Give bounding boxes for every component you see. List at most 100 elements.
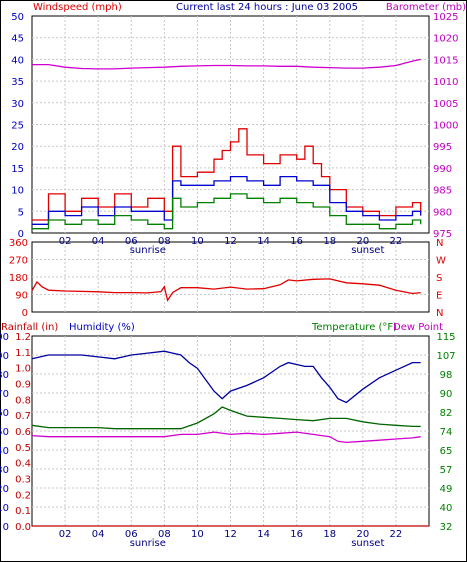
y-tick-label-direction: 0 xyxy=(22,308,28,319)
y-tick-label-direction: 90 xyxy=(15,291,28,302)
x-tick-label: 06 xyxy=(125,529,138,540)
x-tick-label: 14 xyxy=(257,236,270,247)
y-tick-label-humidity: 80 xyxy=(0,370,9,381)
x-tick-label: 12 xyxy=(224,529,237,540)
y-tick-label-humidity: 50 xyxy=(0,427,9,438)
y-tick-label-wind: 5 xyxy=(18,207,24,218)
y-tick-label-humidity: 40 xyxy=(0,446,9,457)
compass-label: E xyxy=(436,291,442,302)
x-tick-label: 18 xyxy=(323,236,336,247)
x-tick-label: 18 xyxy=(323,529,336,540)
y-tick-label-wind: 30 xyxy=(11,99,24,110)
y2-tick-label-barometer: 995 xyxy=(433,142,452,153)
y2-tick-label-temperature: 40 xyxy=(440,503,453,514)
y2-tick-label-barometer: 980 xyxy=(433,207,452,218)
y2-tick-label-barometer: 1000 xyxy=(433,121,458,132)
series-line-temperature-f- xyxy=(31,406,421,430)
y-tick-label-rainfall: 0.6 xyxy=(15,427,31,438)
x-tick-label: 20 xyxy=(356,529,369,540)
x-tick-label: 16 xyxy=(290,529,303,540)
y-tick-label-rainfall: 0.3 xyxy=(15,475,31,486)
compass-label: S xyxy=(436,273,442,284)
compass-label: N xyxy=(436,238,443,249)
x-tick-label: 12 xyxy=(224,236,237,247)
y-tick-label-direction: 180 xyxy=(9,273,28,284)
y2-tick-label-temperature: 115 xyxy=(436,332,455,343)
x-tick-label: 04 xyxy=(92,529,105,540)
y-tick-label-humidity: 20 xyxy=(0,484,9,495)
x-tick-label: 08 xyxy=(158,529,171,540)
y-tick-label-rainfall: 0.2 xyxy=(15,490,31,501)
y-tick-label-wind: 25 xyxy=(11,121,24,132)
temperature-label: Temperature (°F) xyxy=(311,322,397,333)
x-tick-label: 10 xyxy=(191,236,204,247)
x-tick-label: 20 xyxy=(356,236,369,247)
y2-tick-label-barometer: 985 xyxy=(433,186,452,197)
series-line-wind-direction xyxy=(31,278,421,302)
y2-tick-label-temperature: 57 xyxy=(440,465,453,476)
y2-tick-label-barometer: 975 xyxy=(433,229,452,240)
x-tick-label: 16 xyxy=(290,236,303,247)
x-tick-label: 02 xyxy=(59,529,72,540)
x-tick-label: 08 xyxy=(158,236,171,247)
y-tick-label-rainfall: 1.0 xyxy=(15,364,31,375)
y-tick-label-rainfall: 1.2 xyxy=(15,332,31,343)
sunrise-label: sunrise xyxy=(130,245,166,256)
y-tick-label-rainfall: 0.0 xyxy=(15,522,31,533)
y-tick-label-rainfall: 0.4 xyxy=(15,459,31,470)
x-tick-label: 14 xyxy=(257,529,270,540)
y-tick-label-wind: 0 xyxy=(18,229,24,240)
humidity-label: Humidity (%) xyxy=(69,322,135,333)
compass-label: W xyxy=(436,256,446,267)
y-tick-label-humidity: 70 xyxy=(0,389,9,400)
y2-tick-label-barometer: 1020 xyxy=(433,34,458,45)
rainfall-label: Rainfall (in) xyxy=(1,322,58,333)
y-tick-label-humidity: 0 xyxy=(3,522,9,533)
chart-title: Current last 24 hours : June 03 2005 xyxy=(176,2,358,13)
sunset-label: sunset xyxy=(351,538,384,549)
x-tick-label: 02 xyxy=(59,236,72,247)
y-tick-label-rainfall: 0.7 xyxy=(15,411,31,422)
series-line-wind-min xyxy=(32,193,422,230)
y-tick-label-humidity: 10 xyxy=(0,503,9,514)
y2-tick-label-temperature: 107 xyxy=(436,351,455,362)
y-tick-label-direction: 270 xyxy=(9,256,28,267)
x-tick-label: 06 xyxy=(125,236,138,247)
y-tick-label-wind: 20 xyxy=(11,142,24,153)
compass-label: N xyxy=(436,308,443,319)
sunset-label: sunset xyxy=(351,245,384,256)
y2-tick-label-temperature: 32 xyxy=(440,522,453,533)
y2-tick-label-temperature: 90 xyxy=(440,389,453,400)
y2-tick-label-temperature: 74 xyxy=(440,427,453,438)
series-line-windspeed-mph- xyxy=(32,128,422,221)
y-tick-label-humidity: 90 xyxy=(0,351,9,362)
sunrise-label: sunrise xyxy=(130,538,166,549)
series-line-humidity- xyxy=(31,350,421,404)
y-tick-label-rainfall: 0.1 xyxy=(15,506,31,517)
y2-tick-label-temperature: 82 xyxy=(440,408,453,419)
y-tick-label-wind: 45 xyxy=(11,34,24,45)
y2-tick-label-temperature: 98 xyxy=(440,370,453,381)
series-line-dew-point xyxy=(31,431,421,444)
y-tick-label-rainfall: 1.1 xyxy=(15,348,31,359)
y-tick-label-humidity: 30 xyxy=(0,465,9,476)
x-tick-label: 22 xyxy=(390,529,403,540)
series-line-barometer-mb- xyxy=(32,58,421,70)
y-tick-label-humidity: 100 xyxy=(0,332,9,343)
x-tick-label: 10 xyxy=(191,529,204,540)
y-tick-label-rainfall: 0.8 xyxy=(15,395,31,406)
y-tick-label-direction: 360 xyxy=(9,238,28,249)
dew-point-label: Dew Point xyxy=(393,322,443,333)
y2-tick-label-temperature: 65 xyxy=(440,446,453,457)
series-line-wind-avg xyxy=(32,175,422,225)
x-tick-label: 22 xyxy=(390,236,403,247)
windspeed-label: Windspeed (mph) xyxy=(33,2,122,13)
y2-tick-label-barometer: 1005 xyxy=(433,99,458,110)
y-tick-label-wind: 50 xyxy=(11,12,24,23)
y2-tick-label-barometer: 1025 xyxy=(433,12,458,23)
y2-tick-label-barometer: 1015 xyxy=(433,55,458,66)
